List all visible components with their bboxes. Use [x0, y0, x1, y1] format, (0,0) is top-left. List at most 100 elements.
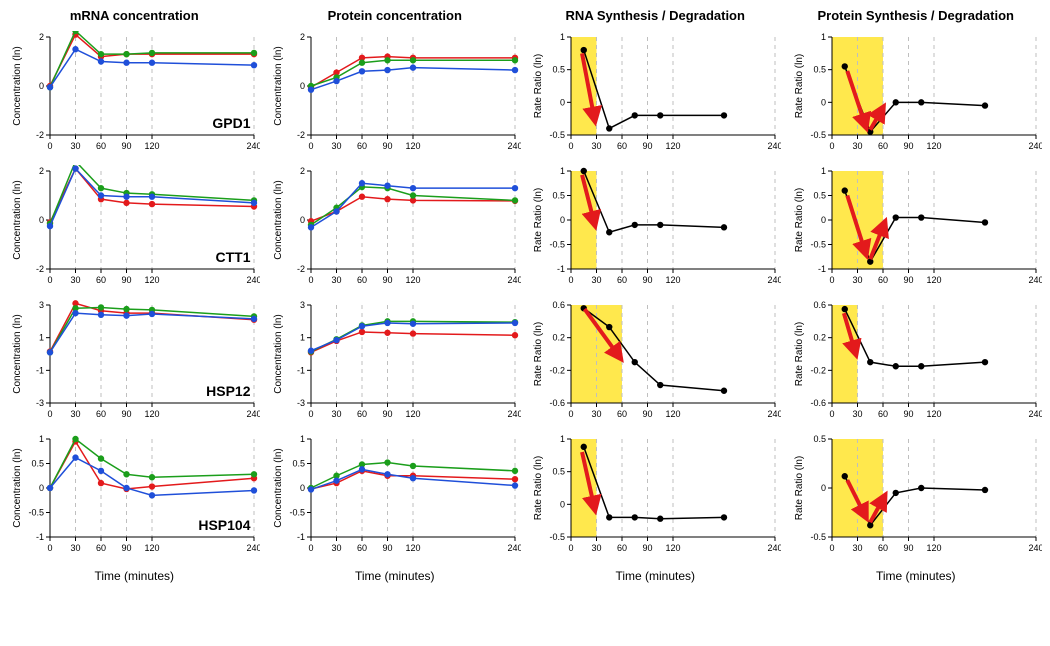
series-marker — [918, 100, 923, 105]
xtick-label: 30 — [591, 141, 601, 151]
panel-GPD1-prot_sd: -0.500.510306090120240Rate Ratio (ln) — [790, 31, 1043, 161]
xtick-label: 90 — [642, 543, 652, 553]
series-marker — [73, 31, 78, 34]
series-marker — [721, 225, 726, 230]
xtick-label: 30 — [331, 141, 341, 151]
xtick-label: 30 — [852, 543, 862, 553]
xtick-label: 120 — [926, 141, 941, 151]
series-marker — [607, 515, 612, 520]
series-marker — [98, 59, 103, 64]
xtick-label: 240 — [767, 543, 781, 553]
series-marker — [721, 113, 726, 118]
xtick-label: 60 — [356, 409, 366, 419]
series-marker — [658, 382, 663, 387]
series-marker — [982, 220, 987, 225]
xtick-label: 90 — [903, 543, 913, 553]
column-header: Protein Synthesis / Degradation — [790, 8, 1043, 27]
series-marker — [359, 69, 364, 74]
series-marker — [251, 488, 256, 493]
series-marker — [98, 305, 103, 310]
series-marker — [512, 198, 517, 203]
xtick-label: 90 — [121, 275, 131, 285]
series-marker — [982, 487, 987, 492]
series-marker — [893, 364, 898, 369]
ylabel: Concentration (ln) — [273, 448, 284, 527]
ytick-label: 2 — [39, 166, 44, 176]
series-line-black — [584, 50, 724, 128]
ytick-label: -0.5 — [28, 508, 44, 518]
xtick-label: 0 — [308, 275, 313, 285]
ytick-label: -0.6 — [810, 398, 826, 408]
panel-GPD1-mrna: -2020306090120240Concentration (ln)GPD1 — [8, 31, 261, 161]
xlabel: Time (minutes) — [790, 567, 1043, 583]
xtick-label: 120 — [405, 275, 420, 285]
xtick-label: 60 — [617, 409, 627, 419]
series-marker — [410, 463, 415, 468]
series-marker — [512, 476, 517, 481]
xtick-label: 240 — [1028, 141, 1042, 151]
ytick-label: -1 — [36, 532, 44, 542]
xtick-label: 60 — [877, 543, 887, 553]
panel-HSP12-rna_sd: -0.6-0.20.20.60306090120240Rate Ratio (l… — [529, 299, 782, 429]
ylabel: Concentration (ln) — [12, 448, 23, 527]
series-line-black — [584, 171, 724, 232]
series-marker — [308, 225, 313, 230]
series-marker — [658, 113, 663, 118]
xtick-label: 0 — [829, 275, 834, 285]
ytick-label: 2 — [299, 32, 304, 42]
panel-CTT1-prot_sd: -1-0.500.510306090120240Rate Ratio (ln) — [790, 165, 1043, 295]
ytick-label: -0.5 — [549, 532, 565, 542]
xtick-label: 240 — [507, 543, 521, 553]
series-marker — [512, 185, 517, 190]
series-marker — [359, 60, 364, 65]
series-marker — [98, 480, 103, 485]
series-marker — [124, 194, 129, 199]
ytick-label: 0 — [560, 215, 565, 225]
ytick-label: 0.6 — [813, 300, 826, 310]
ytick-label: 1 — [299, 434, 304, 444]
ytick-label: 0 — [299, 215, 304, 225]
series-marker — [47, 85, 52, 90]
ytick-label: -2 — [296, 130, 304, 140]
xtick-label: 30 — [70, 409, 80, 419]
xtick-label: 240 — [507, 141, 521, 151]
xlabel: Time (minutes) — [529, 567, 782, 583]
xtick-label: 90 — [382, 275, 392, 285]
ylabel: Rate Ratio (ln) — [533, 188, 544, 252]
series-marker — [333, 78, 338, 83]
xtick-label: 90 — [642, 141, 652, 151]
series-marker — [982, 359, 987, 364]
series-marker — [73, 166, 78, 171]
xtick-label: 30 — [591, 543, 601, 553]
series-marker — [632, 113, 637, 118]
xtick-label: 120 — [665, 543, 680, 553]
ytick-label: -0.2 — [810, 365, 826, 375]
series-marker — [410, 65, 415, 70]
xtick-label: 90 — [903, 141, 913, 151]
series-marker — [632, 359, 637, 364]
series-marker — [251, 472, 256, 477]
xtick-label: 120 — [405, 543, 420, 553]
ytick-label: 0.5 — [813, 434, 826, 444]
series-marker — [918, 485, 923, 490]
xtick-label: 0 — [568, 409, 573, 419]
xtick-label: 60 — [96, 543, 106, 553]
xtick-label: 60 — [617, 275, 627, 285]
series-marker — [512, 58, 517, 63]
series-marker — [73, 47, 78, 52]
xtick-label: 0 — [308, 543, 313, 553]
ytick-label: -2 — [296, 264, 304, 274]
ytick-label: -0.5 — [810, 130, 826, 140]
ytick-label: -1 — [296, 365, 304, 375]
xtick-label: 90 — [903, 275, 913, 285]
series-marker — [581, 47, 586, 52]
xtick-label: 0 — [47, 409, 52, 419]
series-marker — [98, 185, 103, 190]
series-marker — [149, 475, 154, 480]
xtick-label: 120 — [144, 141, 159, 151]
series-marker — [333, 337, 338, 342]
series-marker — [384, 196, 389, 201]
series-marker — [607, 230, 612, 235]
xtick-label: 0 — [568, 543, 573, 553]
ytick-label: 0 — [39, 483, 44, 493]
